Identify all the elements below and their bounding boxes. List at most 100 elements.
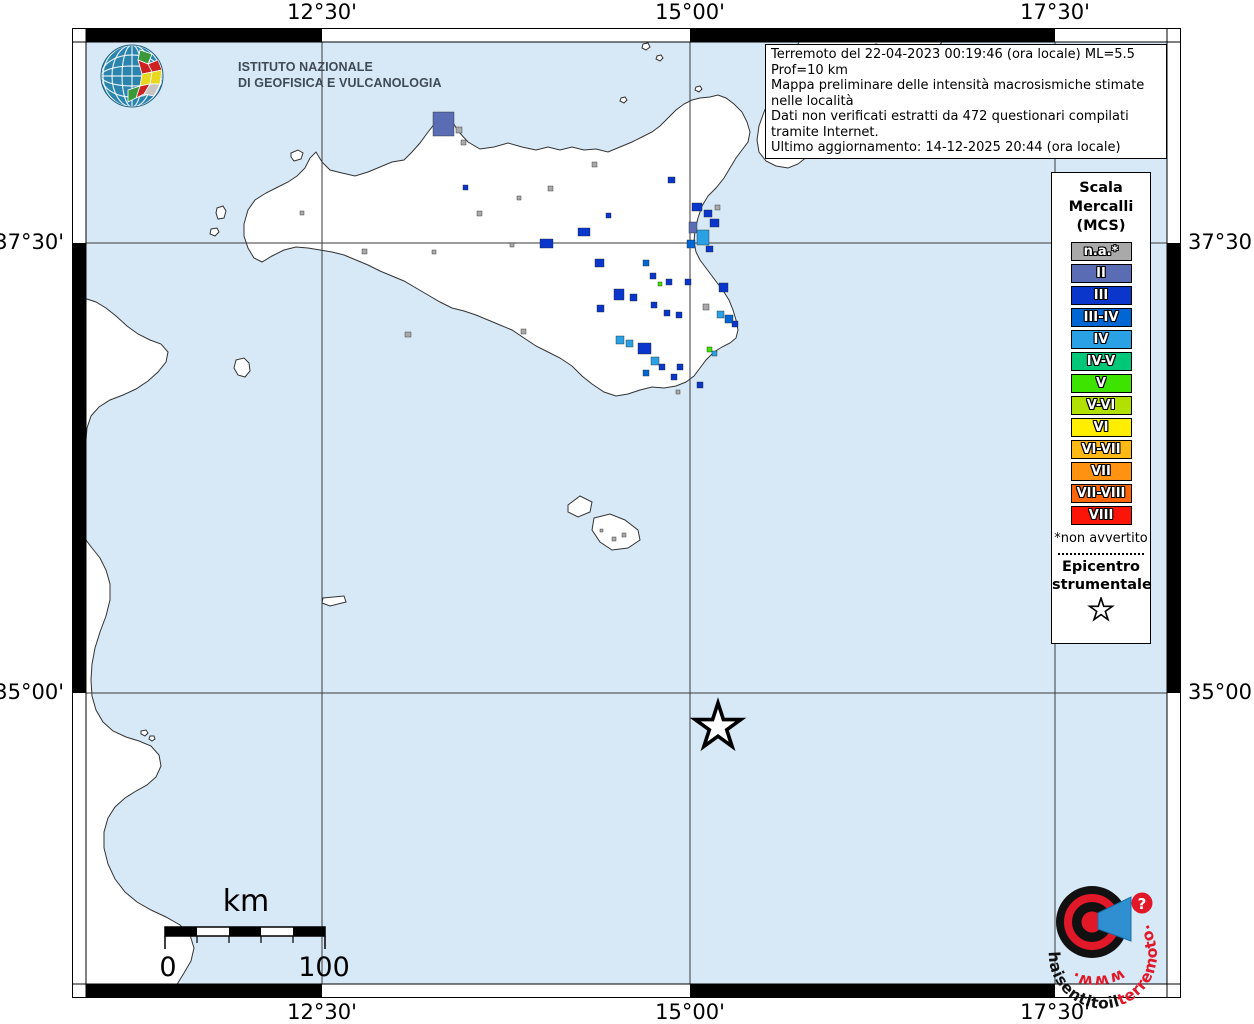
island-ustica — [290, 149, 304, 162]
legend-item-v: V — [1070, 374, 1132, 393]
island-pantelleria — [233, 357, 251, 378]
island-aeolian-2 — [655, 54, 664, 62]
intensity-point-II — [688, 221, 698, 234]
intensity-point-IV — [716, 310, 725, 319]
legend-item-vii-viii: VII-VIII — [1070, 484, 1132, 503]
island-aeolian-1 — [641, 42, 651, 51]
ingv-name-line2: DI GEOFISICA E VULCANOLOGIA — [238, 76, 442, 90]
axis-label-bottom-1500: 15°00' — [655, 1000, 725, 1024]
intensity-point-na — [516, 195, 522, 201]
intensity-point-III — [675, 311, 683, 319]
intensity-point-III — [667, 176, 676, 184]
intensity-point-III — [649, 272, 657, 280]
intensity-point-na — [599, 528, 604, 533]
island-malta — [591, 513, 641, 551]
island-egadi-1 — [215, 205, 227, 220]
info-line-updated: Ultimo aggiornamento: 14-12-2025 20:44 (… — [771, 140, 1121, 155]
legend-item-viii: VIII — [1070, 506, 1132, 525]
intensity-point-III — [696, 381, 704, 389]
legend-item-vi-vii: VI-VII — [1070, 440, 1132, 459]
intensity-point-na — [431, 249, 437, 255]
legend-epicenter-label: Epicentro strumentale — [1052, 559, 1152, 593]
intensity-point-na — [404, 331, 412, 338]
intensity-point-na — [361, 248, 368, 255]
intensity-point-III — [665, 278, 673, 286]
legend-title: Scala Mercalli (MCS) — [1068, 180, 1134, 234]
ingv-name-line1: ISTITUTO NAZIONALE — [238, 60, 373, 74]
legend-items: n.a.* II III III-IV IV IV-V V V-VI VI VI-VII VII VI… — [1052, 242, 1150, 525]
intensity-point-na — [702, 303, 710, 311]
axis-label-top-1730: 17°30' — [1020, 0, 1090, 24]
intensity-point-IV — [615, 335, 625, 345]
logo-megaphone-icon — [1097, 896, 1132, 942]
intensity-point-III — [731, 320, 739, 328]
info-line-event: Terremoto del 22-04-2023 00:19:46 (ora l… — [771, 47, 1135, 78]
intensity-point-na — [476, 210, 483, 217]
intensity-point-III — [663, 309, 671, 317]
intensity-point-na — [611, 536, 617, 542]
intensity-point-III — [650, 301, 658, 309]
tunisia-landmass — [86, 298, 195, 984]
intensity-point-III — [705, 245, 714, 253]
epicenter-star — [689, 697, 747, 752]
axis-label-top-1500: 15°00' — [655, 0, 725, 24]
intensity-point-III — [605, 212, 612, 219]
intensity-point-III — [539, 238, 554, 249]
intensity-points-layer — [299, 58, 793, 542]
info-line-data: Dati non verificati estratti da 472 ques… — [771, 109, 1129, 140]
legend-epicenter-star-icon — [1087, 595, 1115, 622]
intensity-point-III — [676, 363, 684, 371]
intensity-point-III — [596, 304, 605, 313]
intensity-point-III — [658, 363, 666, 371]
intensity-point-III — [613, 288, 625, 301]
intensity-point-III — [670, 373, 678, 381]
legend-footnote: *non avvertito — [1054, 531, 1148, 546]
intensity-point-III — [637, 342, 652, 355]
logo-question-mark: ? — [1138, 895, 1147, 913]
legend-item-iii-iv: III-IV — [1070, 308, 1132, 327]
intensity-point-na — [455, 126, 463, 134]
intensity-point-na — [675, 389, 681, 395]
intensity-point-III — [577, 227, 591, 237]
intensity-point-IV — [696, 229, 710, 246]
intensity-point-na — [621, 532, 627, 538]
map-frame — [72, 28, 1181, 998]
legend-item-iv: IV — [1070, 330, 1132, 349]
intensity-point-na — [460, 139, 467, 146]
intensity-point-III-IV — [642, 259, 650, 267]
island-egadi-2 — [209, 227, 220, 237]
legend-item-v-vi: V-VI — [1070, 396, 1132, 415]
intensity-point-V — [706, 346, 713, 353]
intensity-point-II — [432, 111, 455, 137]
intensity-point-IV — [625, 339, 634, 348]
info-line-map: Mappa preliminare delle intensità macros… — [771, 78, 1145, 109]
legend-divider — [1058, 553, 1144, 555]
axis-label-left-3730: 37°30' — [0, 230, 64, 254]
intensity-point-III-IV — [724, 314, 734, 324]
intensity-point-V — [657, 281, 663, 287]
intensity-point-IV — [650, 356, 660, 366]
scale-bar — [164, 926, 326, 949]
island-gozo — [567, 495, 593, 518]
intensity-point-na — [547, 185, 554, 192]
ingv-logo-text: ISTITUTO NAZIONALE DI GEOFISICA E VULCAN… — [238, 59, 442, 91]
legend-item-ii: II — [1070, 264, 1132, 283]
intensity-point-III — [718, 282, 729, 293]
intensity-point-na — [509, 242, 515, 248]
logo-target-center — [1081, 911, 1103, 933]
intensity-point-III — [462, 184, 469, 191]
intensity-point-na — [591, 161, 598, 168]
axis-label-bottom-1730: 17°30' — [1020, 1000, 1090, 1024]
legend-item-n-a-: n.a.* — [1070, 242, 1132, 261]
intensity-point-III — [629, 293, 638, 302]
logo-question-badge — [1131, 892, 1153, 914]
intensity-point-III-IV — [642, 369, 650, 377]
intensity-point-na — [299, 210, 305, 216]
axis-label-right-3500: 35°00' — [1188, 680, 1254, 704]
ingv-logo: ISTITUTO NAZIONALE DI GEOFISICA E VULCAN… — [96, 42, 442, 110]
scale-bar-unit: km — [222, 884, 270, 919]
legend-item-vi: VI — [1070, 418, 1132, 437]
intensity-point-na — [520, 328, 527, 335]
intensity-point-na — [714, 204, 721, 211]
